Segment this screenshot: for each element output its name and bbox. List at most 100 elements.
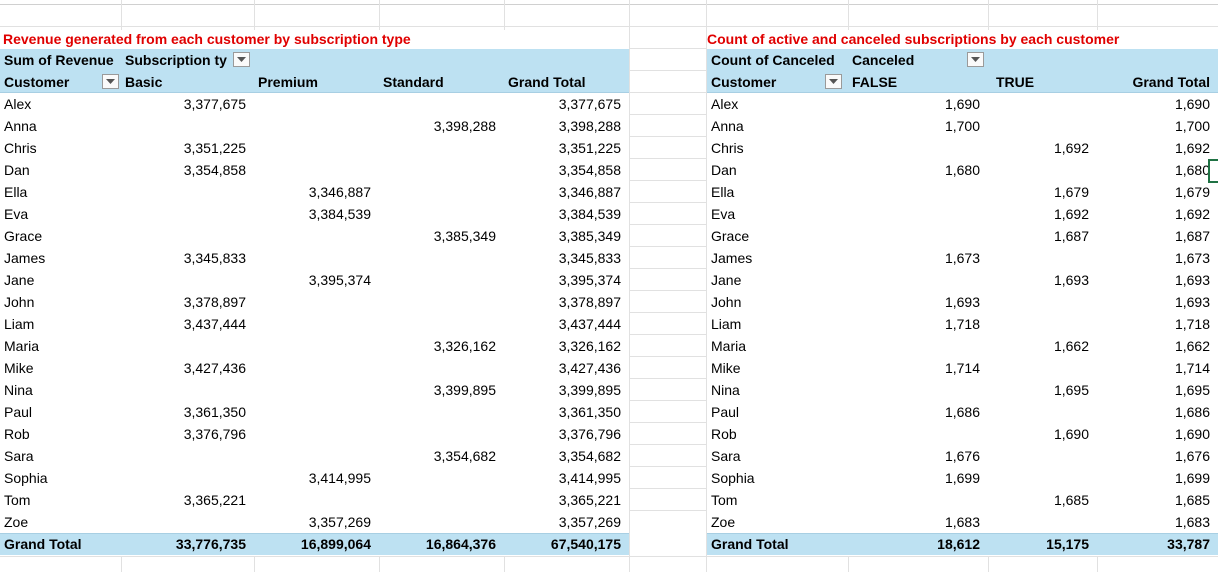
right-row-customer[interactable]: John bbox=[711, 294, 742, 310]
right-row-true[interactable] bbox=[988, 401, 1097, 423]
left-row-premium[interactable] bbox=[254, 313, 379, 335]
left-grand-total-basic[interactable]: 33,776,735 bbox=[175, 536, 246, 552]
right-row-customer[interactable]: James bbox=[711, 250, 753, 266]
right-row-total[interactable]: 1,673 bbox=[1174, 250, 1210, 266]
right-row-customer[interactable]: Paul bbox=[711, 404, 740, 420]
left-grand-total-total[interactable]: 67,540,175 bbox=[550, 536, 621, 552]
right-row-true[interactable]: 1,685 bbox=[1053, 492, 1089, 508]
left-grand-total-premium[interactable]: 16,899,064 bbox=[300, 536, 371, 552]
left-row-total[interactable]: 3,365,221 bbox=[558, 492, 621, 508]
left-row-filter-button[interactable] bbox=[102, 74, 119, 89]
right-row-true[interactable]: 1,692 bbox=[1053, 140, 1089, 156]
left-row-standard[interactable] bbox=[379, 467, 504, 489]
left-row-basic[interactable] bbox=[121, 269, 254, 291]
right-row-false[interactable]: 1,714 bbox=[944, 360, 980, 376]
right-row-false[interactable] bbox=[848, 181, 988, 203]
right-col-header-true[interactable]: TRUE bbox=[996, 74, 1035, 90]
right-row-false[interactable]: 1,673 bbox=[944, 250, 980, 266]
right-row-false[interactable] bbox=[848, 335, 988, 357]
left-row-customer[interactable]: Nina bbox=[4, 382, 33, 398]
right-row-true[interactable] bbox=[988, 357, 1097, 379]
left-row-basic[interactable] bbox=[121, 225, 254, 247]
right-grand-total-false[interactable]: 18,612 bbox=[937, 536, 980, 552]
left-row-customer[interactable]: Liam bbox=[4, 316, 35, 332]
right-row-true[interactable]: 1,679 bbox=[1053, 184, 1089, 200]
left-row-premium[interactable]: 3,384,539 bbox=[308, 206, 371, 222]
left-row-premium[interactable] bbox=[254, 115, 379, 137]
left-row-standard[interactable] bbox=[379, 423, 504, 445]
left-col-header-grand-total[interactable]: Grand Total bbox=[508, 74, 586, 90]
left-row-total[interactable]: 3,345,833 bbox=[558, 250, 621, 266]
left-row-total[interactable]: 3,437,444 bbox=[558, 316, 621, 332]
left-row-total[interactable]: 3,427,436 bbox=[558, 360, 621, 376]
right-row-true[interactable]: 1,687 bbox=[1053, 228, 1089, 244]
right-col-header-grand-total[interactable]: Grand Total bbox=[1132, 74, 1210, 90]
left-row-basic[interactable] bbox=[121, 181, 254, 203]
right-row-true[interactable] bbox=[988, 93, 1097, 115]
right-row-false[interactable]: 1,683 bbox=[944, 514, 980, 530]
active-cell-selection[interactable] bbox=[1208, 159, 1218, 183]
left-col-header-basic[interactable]: Basic bbox=[125, 74, 163, 90]
right-row-customer[interactable]: Dan bbox=[711, 162, 737, 178]
left-row-premium[interactable] bbox=[254, 379, 379, 401]
right-row-total[interactable]: 1,718 bbox=[1174, 316, 1210, 332]
right-row-total[interactable]: 1,692 bbox=[1174, 140, 1210, 156]
left-row-basic[interactable] bbox=[121, 203, 254, 225]
right-grand-total-true[interactable]: 15,175 bbox=[1046, 536, 1089, 552]
right-row-true[interactable] bbox=[988, 511, 1097, 533]
left-row-premium[interactable] bbox=[254, 247, 379, 269]
right-row-total[interactable]: 1,692 bbox=[1174, 206, 1210, 222]
left-row-total[interactable]: 3,395,374 bbox=[558, 272, 621, 288]
right-row-total[interactable]: 1,662 bbox=[1174, 338, 1210, 354]
right-row-total[interactable]: 1,714 bbox=[1174, 360, 1210, 376]
left-row-total[interactable]: 3,385,349 bbox=[558, 228, 621, 244]
right-column-field-label[interactable]: Canceled bbox=[852, 52, 915, 68]
right-row-customer[interactable]: Zoe bbox=[711, 514, 736, 530]
right-row-total[interactable]: 1,687 bbox=[1174, 228, 1210, 244]
left-row-standard[interactable] bbox=[379, 489, 504, 511]
right-row-false[interactable] bbox=[848, 225, 988, 247]
right-row-false[interactable] bbox=[848, 489, 988, 511]
left-row-total[interactable]: 3,351,225 bbox=[558, 140, 621, 156]
left-row-total[interactable]: 3,378,897 bbox=[558, 294, 621, 310]
right-row-false[interactable] bbox=[848, 137, 988, 159]
left-row-standard[interactable]: 3,354,682 bbox=[433, 448, 496, 464]
left-row-customer[interactable]: Jane bbox=[4, 272, 35, 288]
right-row-true[interactable]: 1,690 bbox=[1053, 426, 1089, 442]
left-row-premium[interactable] bbox=[254, 291, 379, 313]
right-row-customer[interactable]: Maria bbox=[711, 338, 747, 354]
left-row-basic[interactable]: 3,351,225 bbox=[183, 140, 246, 156]
right-row-true[interactable] bbox=[988, 313, 1097, 335]
left-row-basic[interactable] bbox=[121, 445, 254, 467]
left-row-basic[interactable] bbox=[121, 511, 254, 533]
left-row-premium[interactable]: 3,395,374 bbox=[308, 272, 371, 288]
left-row-premium[interactable] bbox=[254, 335, 379, 357]
right-row-false[interactable] bbox=[848, 423, 988, 445]
left-row-standard[interactable] bbox=[379, 313, 504, 335]
left-row-customer[interactable]: Anna bbox=[4, 118, 37, 134]
left-row-standard[interactable] bbox=[379, 401, 504, 423]
left-row-customer[interactable]: Grace bbox=[4, 228, 43, 244]
left-row-customer[interactable]: Sara bbox=[4, 448, 34, 464]
left-row-standard[interactable] bbox=[379, 159, 504, 181]
right-row-false[interactable]: 1,693 bbox=[944, 294, 980, 310]
left-row-standard[interactable] bbox=[379, 203, 504, 225]
right-row-total[interactable]: 1,686 bbox=[1174, 404, 1210, 420]
right-row-total[interactable]: 1,685 bbox=[1174, 492, 1210, 508]
left-row-premium[interactable] bbox=[254, 401, 379, 423]
left-row-premium[interactable] bbox=[254, 159, 379, 181]
left-row-customer[interactable]: Alex bbox=[4, 96, 32, 112]
left-row-basic[interactable]: 3,377,675 bbox=[183, 96, 246, 112]
left-row-standard[interactable] bbox=[379, 357, 504, 379]
left-row-basic[interactable]: 3,361,350 bbox=[183, 404, 246, 420]
right-col-header-false[interactable]: FALSE bbox=[852, 74, 898, 90]
right-row-customer[interactable]: Ella bbox=[711, 184, 735, 200]
left-row-basic[interactable]: 3,376,796 bbox=[183, 426, 246, 442]
left-row-basic[interactable] bbox=[121, 379, 254, 401]
right-pivot-title[interactable]: Count of active and canceled subscriptio… bbox=[707, 31, 1120, 47]
left-row-total[interactable]: 3,326,162 bbox=[558, 338, 621, 354]
right-row-customer[interactable]: Alex bbox=[711, 96, 739, 112]
left-row-field-label[interactable]: Customer bbox=[4, 74, 70, 90]
right-row-true[interactable] bbox=[988, 159, 1097, 181]
left-row-total[interactable]: 3,399,895 bbox=[558, 382, 621, 398]
